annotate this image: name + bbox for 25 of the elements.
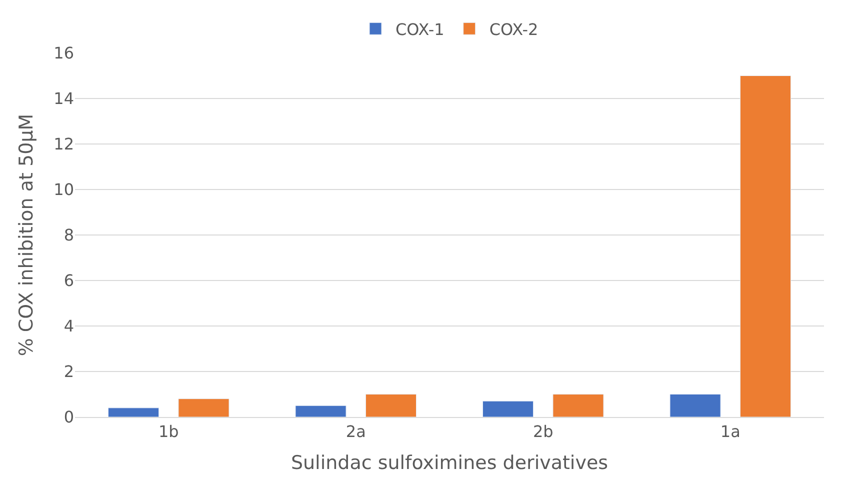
x-tick-label: 2a (346, 422, 366, 442)
bar (178, 398, 230, 417)
x-tick-label: 1a (720, 422, 740, 442)
bar (295, 405, 346, 417)
y-tick-label: 8 (64, 226, 74, 245)
y-axis-title: % COX inhibition at 50μM (15, 114, 38, 356)
y-tick-label: 10 (54, 180, 74, 200)
legend-label: COX-1 (396, 20, 444, 39)
x-tick-label: 2b (532, 422, 554, 442)
bar (740, 76, 792, 417)
legend-label: COX-2 (489, 20, 538, 39)
y-tick-label: 14 (54, 89, 74, 108)
x-tick-label: 1b (158, 422, 179, 442)
bar (670, 394, 721, 417)
y-tick-label: 16 (54, 44, 74, 63)
bar (552, 394, 604, 417)
bar (108, 408, 160, 417)
y-tick-label: 6 (64, 271, 74, 290)
y-tick-label: 4 (64, 316, 74, 336)
bar (365, 394, 417, 417)
y-tick-label: 2 (64, 362, 74, 382)
bar (482, 400, 534, 417)
x-axis-title: Sulindac sulfoximines derivatives (290, 452, 608, 474)
y-tick-label: 12 (54, 134, 74, 154)
y-tick-label: 0 (64, 408, 74, 427)
